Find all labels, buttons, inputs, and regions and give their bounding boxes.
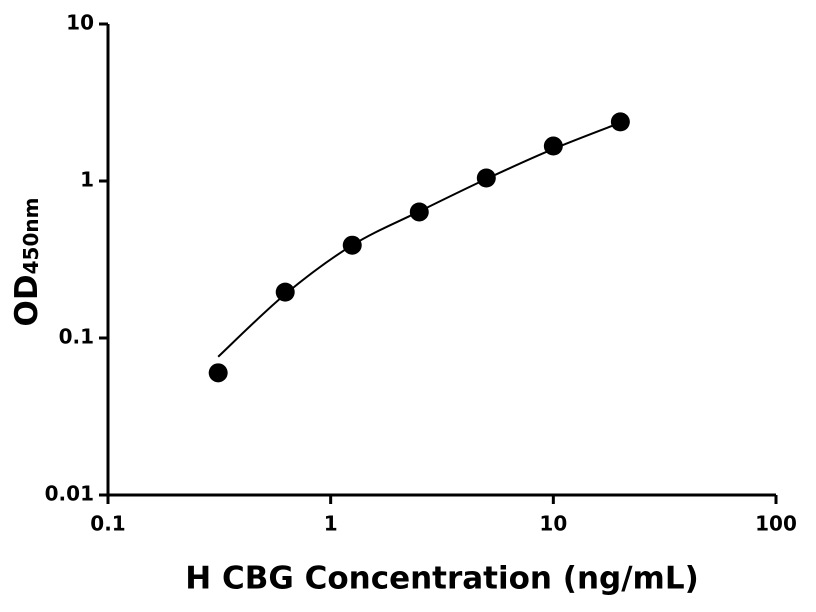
data-point: [275, 282, 295, 302]
fit-curve: [217, 121, 621, 358]
data-point: [342, 235, 362, 255]
data-point: [610, 112, 630, 132]
x-tick-label: 10: [539, 512, 567, 536]
x-tick-label: 0.1: [90, 512, 125, 536]
data-point: [543, 136, 563, 156]
y-axis-label-sub: 450nm: [19, 198, 43, 275]
y-tick-label: 0.01: [45, 482, 94, 506]
x-axis-label: H CBG Concentration (ng/mL): [185, 561, 699, 597]
x-tick-label: 1: [324, 512, 338, 536]
y-axis-label: OD450nm: [9, 198, 45, 327]
y-axis-label-main: OD: [9, 274, 45, 326]
data-point: [409, 202, 429, 222]
data-point: [476, 168, 496, 188]
y-tick-label: 10: [66, 11, 94, 35]
data-point: [208, 363, 228, 383]
y-tick-label: 0.1: [59, 325, 94, 349]
x-tick-label: 100: [755, 512, 797, 536]
y-tick-label: 1: [80, 168, 94, 192]
